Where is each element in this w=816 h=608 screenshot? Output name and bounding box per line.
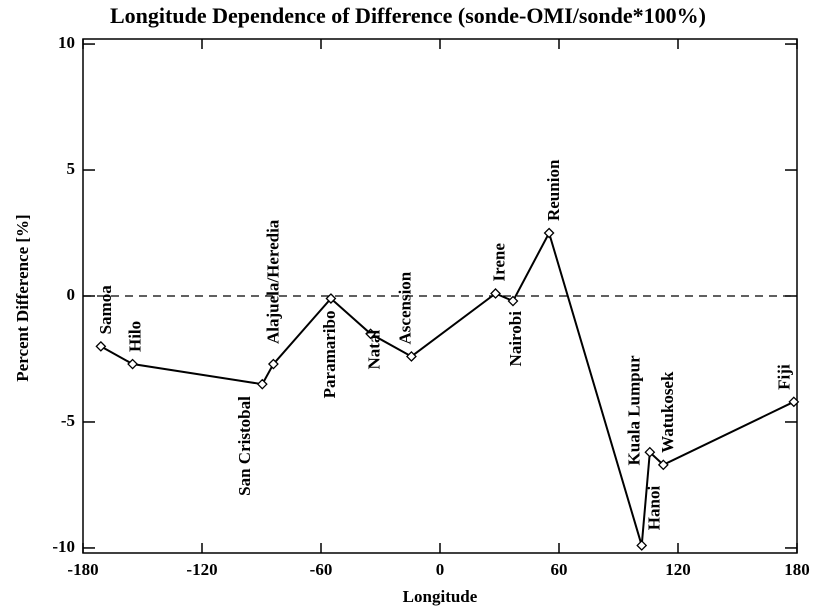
point-label: Hanoi (645, 486, 664, 531)
x-axis-label: Longitude (403, 587, 478, 606)
marker (365, 328, 377, 340)
point-label: Ascension (395, 271, 414, 344)
y-tick-label: -5 (61, 411, 75, 430)
point-label: Hilo (125, 321, 144, 352)
y-tick-label: 10 (58, 33, 75, 52)
marker (543, 227, 555, 239)
point-label: Fiji (775, 364, 794, 390)
marker (256, 378, 268, 390)
point-label: Reunion (544, 159, 563, 221)
marker (788, 396, 800, 408)
marker (507, 295, 519, 307)
marker (657, 459, 669, 471)
marker (95, 340, 107, 352)
marker (127, 358, 139, 370)
marker (490, 288, 501, 299)
y-axis-label: Percent Difference [%] (13, 214, 32, 381)
marker (644, 446, 656, 458)
y-tick-label: 5 (67, 159, 76, 178)
x-tick-label: 180 (784, 560, 810, 579)
chart-title: Longitude Dependence of Difference (sond… (110, 3, 706, 28)
x-tick-label: 60 (551, 560, 568, 579)
point-label: Nairobi (506, 311, 525, 367)
marker (406, 351, 417, 362)
point-label: Irene (489, 243, 508, 282)
x-tick-label: 0 (436, 560, 445, 579)
line (100, 230, 795, 546)
x-tick-label: -180 (67, 560, 98, 579)
x-tick-label: -60 (310, 560, 333, 579)
marker (325, 293, 337, 304)
marker (636, 540, 648, 551)
point-label: Kuala Lumpur (625, 355, 644, 466)
point-label: Samoa (96, 285, 115, 335)
point-label: Paramaribo (320, 311, 339, 399)
x-tick-label: -120 (186, 560, 217, 579)
point-label: Alajuela/Heredia (263, 219, 282, 344)
point-label: San Cristobal (235, 396, 254, 496)
y-tick-label: 0 (67, 285, 76, 304)
y-tick-label: -10 (52, 537, 75, 556)
point-label: Natal (364, 330, 383, 370)
point-label: Watukosek (658, 371, 677, 453)
marker (267, 358, 279, 370)
x-tick-label: 120 (665, 560, 691, 579)
